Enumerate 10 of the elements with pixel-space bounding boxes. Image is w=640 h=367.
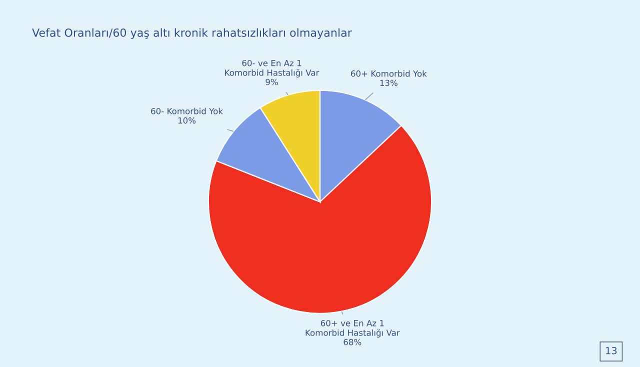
data-label: 13% [380,80,398,86]
data-label: 10% [178,117,196,124]
slice-label: 60+ ve En Az 1 Komorbid Hastalığı Var [306,320,400,338]
slice-label: 60- Komorbid Yok [151,108,223,114]
data-label: 9% [266,78,278,86]
data-label: 68% [344,338,362,346]
text: 13 [606,346,617,354]
slice-label: 60- ve En Az 1 Komorbid Hastalığı Var [225,60,320,78]
chart-title: Vefat Oranları/60 yaş altı kronik rahatsızlıkları olmayanlar [32,28,352,40]
slice-label: 60+ Komorbid Yok [351,70,427,77]
